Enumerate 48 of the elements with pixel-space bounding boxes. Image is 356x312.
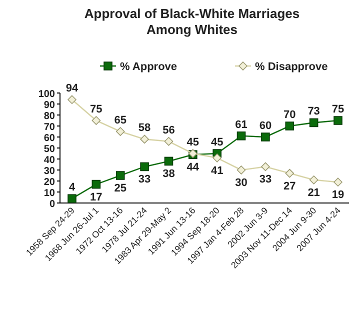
- data-label: 75: [90, 104, 102, 116]
- chart-title: Approval of Black-White Marriages Among Whites: [84, 6, 300, 37]
- y-tick-label: 90: [44, 100, 56, 111]
- point: [68, 194, 76, 203]
- point: [92, 180, 101, 189]
- data-label: 38: [162, 168, 175, 180]
- data-label: 73: [308, 106, 320, 118]
- y-tick-label: 100: [38, 89, 56, 100]
- y-tick-label: 0: [49, 199, 56, 210]
- point: [261, 132, 270, 142]
- data-label: 33: [138, 174, 151, 186]
- data-label: 4: [68, 182, 76, 194]
- point: [236, 132, 246, 140]
- y-tick-label: 70: [44, 122, 56, 133]
- data-label: 30: [235, 177, 248, 189]
- data-label: 58: [138, 122, 151, 134]
- legend-label: % Disapprove: [255, 61, 328, 73]
- data-label: 44: [186, 162, 200, 174]
- data-label: 19: [332, 189, 344, 202]
- y-tick-label: 60: [44, 133, 56, 144]
- legend-label: % Approve: [120, 61, 178, 73]
- data-label: 45: [210, 136, 224, 148]
- point: [164, 156, 174, 166]
- y-tick-label: 20: [44, 177, 56, 188]
- data-label: 60: [259, 120, 272, 132]
- point: [285, 122, 294, 130]
- data-label: 27: [284, 180, 296, 192]
- point: [116, 171, 125, 180]
- y-tick-label: 80: [44, 111, 56, 122]
- y-tick-label: 50: [44, 144, 56, 155]
- data-label: 17: [90, 191, 102, 204]
- data-label: 41: [210, 164, 224, 177]
- data-label: 33: [259, 174, 272, 186]
- data-label: 65: [114, 114, 126, 126]
- y-tick-label: 10: [44, 188, 56, 199]
- data-label: 61: [235, 118, 248, 131]
- y-tick-label: 40: [44, 155, 56, 166]
- data-label: 45: [186, 136, 200, 148]
- y-tick-label: 30: [44, 166, 56, 177]
- data-label: 75: [332, 104, 344, 116]
- data-label: 25: [114, 182, 126, 194]
- data-label: 21: [308, 186, 320, 199]
- point: [140, 162, 149, 172]
- point: [334, 116, 342, 125]
- data-label: 94: [66, 82, 79, 95]
- data-label: 70: [284, 109, 296, 121]
- point: [309, 118, 318, 128]
- data-label: 56: [162, 124, 175, 136]
